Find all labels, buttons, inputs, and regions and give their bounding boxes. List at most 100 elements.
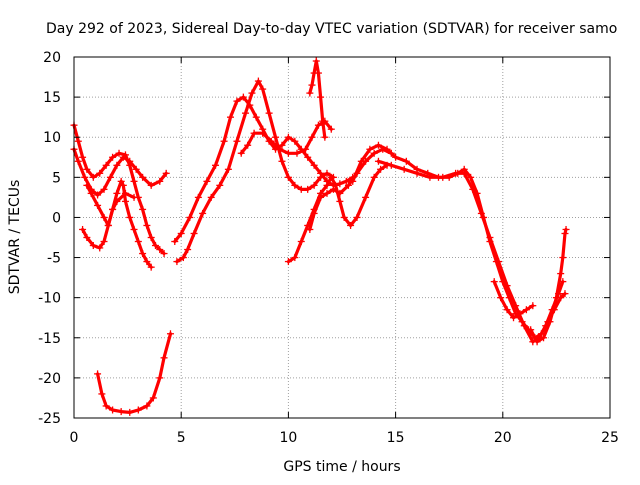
data-point-arc-4 xyxy=(166,330,174,338)
data-point-arc-10 xyxy=(306,225,314,233)
data-point-arc-13 xyxy=(520,322,528,330)
data-point-arc-7 xyxy=(317,173,325,181)
data-point-arc-3 xyxy=(89,242,97,250)
data-point-arc-7 xyxy=(304,185,312,193)
data-point-arc-11 xyxy=(314,69,322,77)
data-point-arc-12 xyxy=(561,290,569,298)
data-point-arc-11 xyxy=(306,89,314,97)
data-point-arc-6 xyxy=(212,161,220,169)
data-point-arc-1 xyxy=(89,173,97,181)
data-point-arc-14 xyxy=(516,310,524,318)
x-tick-label: 0 xyxy=(70,430,79,446)
data-point-arc-7 xyxy=(310,181,318,189)
data-point-arc-7 xyxy=(199,209,207,217)
y-tick-label: 10 xyxy=(43,130,61,146)
data-point-arc-6 xyxy=(291,137,299,145)
data-point-arc-11 xyxy=(312,57,320,65)
data-point-arc-8 xyxy=(327,125,335,133)
data-point-arc-12 xyxy=(349,177,357,185)
data-point-arc-7 xyxy=(278,157,286,165)
data-point-arc-13 xyxy=(512,302,520,310)
x-tick-label: 10 xyxy=(279,430,297,446)
data-point-arc-9 xyxy=(297,238,305,246)
y-tick-label: 5 xyxy=(52,170,61,186)
series-line-arc-7 xyxy=(175,79,335,264)
data-point-arc-11 xyxy=(317,93,325,101)
data-point-arc-4 xyxy=(126,408,134,416)
data-point-arc-2 xyxy=(106,173,114,181)
data-point-arc-6 xyxy=(304,153,312,161)
data-point-arc-4 xyxy=(134,406,142,414)
data-point-arc-7 xyxy=(190,229,198,237)
data-point-arc-6 xyxy=(278,141,286,149)
data-point-arc-7 xyxy=(254,77,262,85)
data-point-arc-15 xyxy=(546,318,554,326)
data-point-arc-3 xyxy=(79,225,87,233)
data-point-arc-12 xyxy=(467,173,475,181)
data-point-arc-3 xyxy=(119,181,127,189)
series-line-arc-4 xyxy=(96,332,173,414)
data-point-arc-3 xyxy=(126,213,134,221)
data-point-arc-7 xyxy=(284,173,292,181)
series-line-arc-9 xyxy=(286,163,389,264)
data-point-arc-7 xyxy=(224,165,232,173)
data-point-arc-11 xyxy=(319,117,327,125)
data-point-arc-6 xyxy=(233,97,241,105)
data-point-arc-13 xyxy=(486,234,494,241)
data-point-arc-7 xyxy=(216,181,224,189)
data-point-arc-12 xyxy=(366,145,374,153)
data-point-arc-8 xyxy=(250,129,258,137)
data-point-arc-2 xyxy=(126,157,134,165)
data-point-arc-14 xyxy=(510,314,518,322)
data-point-arc-2 xyxy=(147,181,155,189)
data-point-arc-6 xyxy=(336,180,344,188)
data-point-arc-2 xyxy=(74,157,82,165)
data-point-arc-6 xyxy=(220,137,228,145)
data-point-arc-3 xyxy=(130,225,138,233)
data-point-arc-5 xyxy=(104,221,112,229)
data-point-arc-3 xyxy=(96,244,104,252)
data-point-arc-1 xyxy=(130,177,138,185)
data-point-arc-8 xyxy=(259,129,267,137)
data-point-arc-15 xyxy=(527,326,535,334)
data-point-arc-9 xyxy=(291,254,299,262)
data-point-arc-7 xyxy=(297,185,305,193)
data-point-arc-13 xyxy=(477,209,485,217)
data-point-arc-15 xyxy=(552,294,560,302)
chart-title: Day 292 of 2023, Sidereal Day-to-day VTE… xyxy=(46,21,617,37)
data-point-arc-6 xyxy=(194,193,202,201)
data-point-arc-14 xyxy=(490,278,498,286)
y-axis-label: SDTVAR / TECUs xyxy=(7,180,23,295)
data-point-arc-9 xyxy=(336,197,344,205)
data-point-arc-12 xyxy=(402,157,410,165)
data-point-arc-7 xyxy=(291,181,299,189)
data-point-arc-7 xyxy=(184,246,192,254)
series-line-arc-13 xyxy=(376,159,565,344)
data-point-arc-15 xyxy=(533,338,541,346)
y-tick-label: -5 xyxy=(47,251,61,267)
y-tick-label: 15 xyxy=(43,90,61,106)
data-point-arc-8 xyxy=(293,149,301,157)
data-point-arc-1 xyxy=(115,149,123,157)
data-point-arc-13 xyxy=(452,169,460,177)
data-point-arc-3 xyxy=(113,189,121,197)
data-point-arc-4 xyxy=(160,354,168,362)
data-point-arc-12 xyxy=(357,157,365,165)
data-point-arc-13 xyxy=(374,157,382,165)
data-point-arc-3 xyxy=(117,177,125,185)
data-point-arc-14 xyxy=(529,302,537,310)
data-point-arc-6 xyxy=(171,238,179,246)
data-point-arc-1 xyxy=(151,242,159,250)
data-point-arc-8 xyxy=(308,133,316,141)
x-axis-label: GPS time / hours xyxy=(283,459,400,475)
data-point-arc-10 xyxy=(317,193,325,201)
data-point-arc-4 xyxy=(117,408,125,416)
data-point-arc-9 xyxy=(332,181,340,189)
data-point-arc-1 xyxy=(109,153,117,161)
data-point-arc-2 xyxy=(156,177,164,185)
data-point-arc-12 xyxy=(374,141,382,149)
data-point-arc-9 xyxy=(370,173,378,181)
data-point-arc-8 xyxy=(302,145,310,153)
x-tick-label: 20 xyxy=(494,430,512,446)
data-point-arc-8 xyxy=(314,121,322,129)
